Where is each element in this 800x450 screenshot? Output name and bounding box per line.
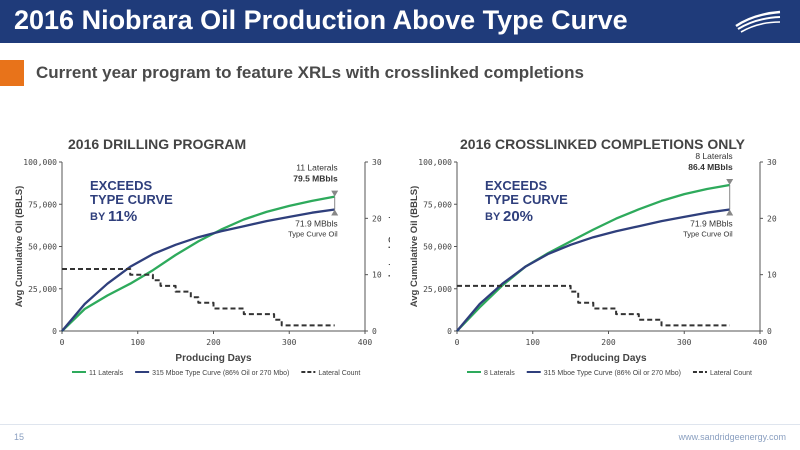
annotation-top-line: 11 Laterals <box>296 163 337 173</box>
annotation-bottom-line: Type Curve Oil <box>288 229 338 238</box>
y-tick-label: 75,000 <box>28 200 57 209</box>
footer-divider <box>0 424 800 425</box>
legend-label: 315 Mboe Type Curve (86% Oil or 270 Mbo) <box>152 370 289 377</box>
callout-percent: 11% <box>108 208 137 225</box>
page-subtitle: Current year program to feature XRLs wit… <box>36 63 584 82</box>
y2-tick-label: 20 <box>767 214 777 223</box>
y-tick-label: 100,000 <box>418 158 452 167</box>
annotation-top-line: 79.5 MBbls <box>293 174 338 184</box>
chart-drilling-program: 0 100 200 300 400 0 25,000 50,000 75,000 100,000 0… <box>14 158 390 377</box>
y2-axis-title: Lateral Count <box>387 215 390 277</box>
callout-line: TYPE CURVE <box>90 192 173 207</box>
x-tick-label: 300 <box>677 338 692 347</box>
x-tick-label: 100 <box>131 338 146 347</box>
y-tick-label: 0 <box>52 327 57 336</box>
callout-line: TYPE CURVE <box>485 192 568 207</box>
annotation-arrow-up-icon <box>331 209 339 216</box>
chart-crosslinked-completions: 0 100 200 300 400 0 25,000 50,000 75,000 100,000 0… <box>409 151 777 377</box>
callout-line: BY <box>90 211 106 223</box>
y-tick-label: 100,000 <box>23 158 57 167</box>
subtitle-bar: Current year program to feature XRLs wit… <box>0 60 800 88</box>
x-axis-title: Producing Days <box>175 353 252 364</box>
annotation-arrow-up-icon <box>726 209 734 216</box>
annotation-arrow-down-icon <box>331 190 339 197</box>
y2-tick-label: 30 <box>372 158 382 167</box>
annotation-bottom-line: Type Curve Oil <box>683 229 733 238</box>
annotation-top-line: 86.4 MBbls <box>688 162 733 172</box>
y-tick-label: 0 <box>447 327 452 336</box>
y-tick-label: 25,000 <box>423 285 452 294</box>
y2-tick-label: 10 <box>372 271 382 280</box>
y2-tick-label: 10 <box>767 271 777 280</box>
legend-label: 11 Laterals <box>89 370 124 377</box>
annotation-bottom-line: 71.9 MBbls <box>295 218 338 228</box>
y-tick-label: 75,000 <box>423 200 452 209</box>
series-line-green <box>456 183 730 332</box>
annotation-bottom-line: 71.9 MBbls <box>690 218 733 228</box>
series-line-navy <box>456 208 730 332</box>
series-line-navy <box>61 208 335 332</box>
legend-label: Lateral Count <box>318 370 360 377</box>
x-tick-label: 400 <box>358 338 373 347</box>
y-tick-label: 50,000 <box>28 243 57 252</box>
x-tick-label: 100 <box>526 338 541 347</box>
y2-tick-label: 20 <box>372 214 382 223</box>
series-line-green <box>61 195 335 332</box>
y-tick-label: 50,000 <box>423 243 452 252</box>
y-tick-label: 25,000 <box>28 285 57 294</box>
annotation-top-line: 8 Laterals <box>695 151 732 161</box>
x-tick-label: 300 <box>282 338 297 347</box>
callout-line: EXCEEDS <box>90 178 152 193</box>
x-axis-title: Producing Days <box>570 353 647 364</box>
x-tick-label: 0 <box>60 338 65 347</box>
annotation-arrow-down-icon <box>726 178 734 185</box>
title-bar: 2016 Niobrara Oil Production Above Type … <box>0 0 800 43</box>
footer-url: www.sandridgeenergy.com <box>678 432 786 442</box>
callout-percent: 20% <box>503 208 533 225</box>
y2-tick-label: 0 <box>767 327 772 336</box>
page-number: 15 <box>14 432 25 442</box>
series-line-dashed <box>62 268 335 327</box>
x-tick-label: 400 <box>753 338 768 347</box>
chart-title-crosslinked: 2016 CROSSLINKED COMPLETIONS ONLY <box>460 136 745 152</box>
x-tick-label: 200 <box>601 338 616 347</box>
y-axis-title: Avg Cumulative Oil (BBLS) <box>14 186 25 308</box>
y-axis-title: Avg Cumulative Oil (BBLS) <box>409 186 420 308</box>
callout-line: EXCEEDS <box>485 178 547 193</box>
y2-tick-label: 0 <box>372 327 377 336</box>
series-line-dashed <box>457 284 730 327</box>
x-tick-label: 0 <box>455 338 460 347</box>
callout-line: BY <box>485 211 501 223</box>
legend-label: Lateral Count <box>710 370 752 377</box>
company-logo-icon <box>735 10 781 33</box>
legend-label: 8 Laterals <box>484 370 515 377</box>
orange-accent-block <box>0 60 24 86</box>
legend-label: 315 Mboe Type Curve (86% Oil or 270 Mbo) <box>544 370 681 377</box>
y2-tick-label: 30 <box>767 158 777 167</box>
page-title: 2016 Niobrara Oil Production Above Type … <box>14 5 628 35</box>
chart-title-drilling: 2016 DRILLING PROGRAM <box>68 136 247 152</box>
x-tick-label: 200 <box>206 338 221 347</box>
